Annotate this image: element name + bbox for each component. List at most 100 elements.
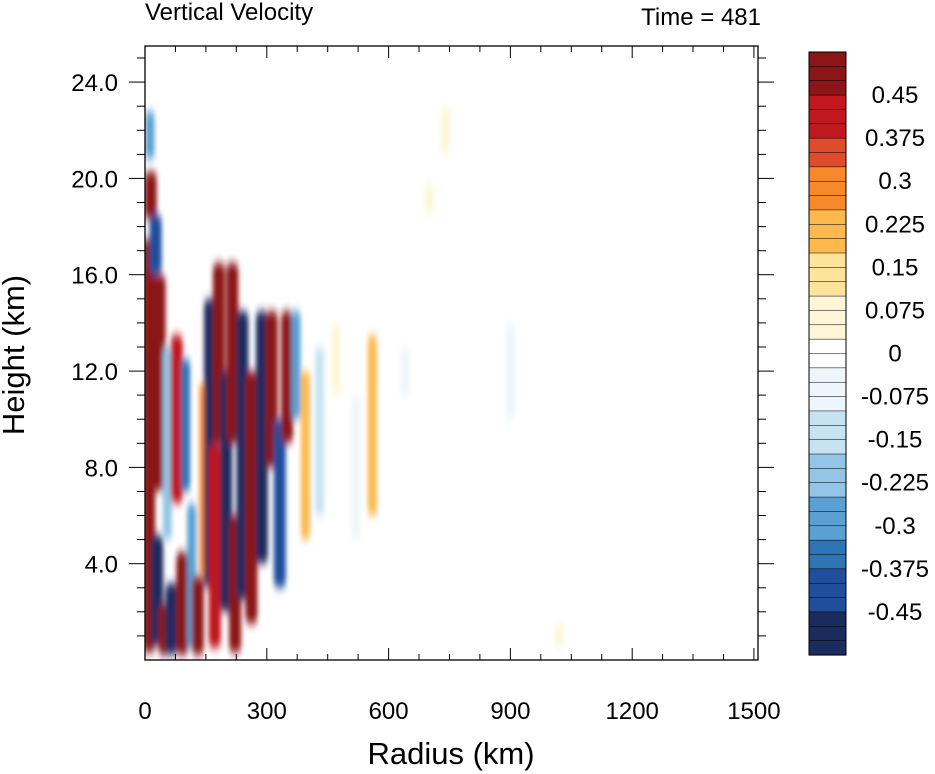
colorbar-bin <box>808 238 847 254</box>
heat-feature <box>400 347 410 396</box>
y-axis-label: Height (km) <box>0 275 31 435</box>
heat-feature <box>273 419 286 588</box>
heat-feature <box>149 214 162 275</box>
colorbar-bin <box>808 468 847 484</box>
colorbar-label: 0.3 <box>878 168 911 195</box>
y-axis-ticks <box>129 57 774 637</box>
x-tick-label: 1200 <box>606 698 659 725</box>
colorbar-bin <box>808 209 847 225</box>
colorbar-bin <box>808 554 847 570</box>
colorbar-label: -0.45 <box>868 599 923 626</box>
heat-feature <box>181 359 191 492</box>
colorbar-bin <box>808 123 847 139</box>
y-tick-label: 24.0 <box>71 70 118 97</box>
colorbar-bin <box>808 295 847 311</box>
colorbar-bin <box>808 137 847 154</box>
colorbar-label: 0 <box>888 341 901 368</box>
colorbar-bin <box>808 66 847 82</box>
colorbar-bin <box>808 381 847 398</box>
colorbar-bin <box>808 626 847 642</box>
heat-feature <box>291 310 301 420</box>
colorbar-label: -0.075 <box>861 384 929 411</box>
heat-feature <box>367 334 377 516</box>
heat-feature <box>351 395 361 540</box>
colorbar-bin <box>808 410 847 426</box>
x-tick-labels: 0 300 600 900 1200 1500 <box>138 698 780 725</box>
colorbar-bin <box>808 568 847 584</box>
colorbar-bin <box>808 597 847 613</box>
heat-feature <box>245 371 258 624</box>
colorbar-bin <box>808 195 847 211</box>
colorbar-label: 0.225 <box>865 211 925 238</box>
colorbar-bin <box>808 539 847 556</box>
colorbar-bin <box>808 425 847 441</box>
colorbar-label: -0.225 <box>861 470 929 497</box>
heat-feature <box>176 551 189 656</box>
heat-feature <box>153 274 166 492</box>
colorbar-label: -0.15 <box>868 427 923 454</box>
colorbar-bin <box>808 310 847 326</box>
heat-feature <box>331 322 341 396</box>
colorbar-bin <box>808 453 847 469</box>
colorbar-bin <box>808 166 847 182</box>
colorbar-bin <box>808 180 847 197</box>
y-tick-label: 8.0 <box>85 455 118 482</box>
heat-feature <box>191 575 204 656</box>
colorbar-bin <box>808 396 847 412</box>
x-axis-label: Radius (km) <box>367 736 534 771</box>
colorbar-label: 0.375 <box>865 125 925 152</box>
plot-frame <box>144 45 759 661</box>
colorbar-bin <box>808 324 847 340</box>
x-axis-ticks <box>144 46 755 660</box>
x-tick-label: 600 <box>369 698 409 725</box>
colorbar-label: -0.375 <box>861 556 929 583</box>
heat-feature <box>505 322 515 420</box>
colorbar-bin <box>808 338 847 355</box>
colorbar-label: 0.45 <box>872 82 919 109</box>
heat-feature <box>145 111 155 160</box>
colorbar-bin <box>808 496 847 512</box>
colorbar-label: 0.15 <box>872 254 919 281</box>
colorbar-frame <box>808 51 847 656</box>
colorbar-bin <box>808 525 847 541</box>
heat-feature <box>578 407 588 432</box>
colorbar-bin <box>808 482 847 498</box>
colorbar-bin <box>808 252 847 268</box>
colorbar-bin <box>808 267 847 283</box>
y-tick-labels: 4.0 8.0 12.0 16.0 20.0 24.0 <box>71 70 118 579</box>
colorbar-labels: 0.45 0.375 0.3 0.225 0.15 0.075 0 -0.075 -0.15 -0… <box>861 82 929 626</box>
colorbar-bin <box>808 80 847 96</box>
colorbar-bin <box>808 51 847 67</box>
heatmap-field <box>145 106 588 656</box>
x-tick-label: 0 <box>138 698 151 725</box>
heat-feature <box>145 171 157 220</box>
colorbar-bin <box>808 224 847 240</box>
colorbar-label: -0.3 <box>874 513 915 540</box>
heat-feature <box>554 623 564 648</box>
heat-feature <box>170 334 183 504</box>
heat-feature <box>440 106 450 155</box>
heat-feature <box>315 347 325 516</box>
heat-feature <box>281 310 294 444</box>
y-tick-label: 4.0 <box>85 552 118 579</box>
colorbar-bin <box>808 367 847 383</box>
colorbar-bin <box>808 511 847 527</box>
heat-feature <box>162 347 172 540</box>
heat-feature <box>424 183 434 215</box>
heat-feature <box>226 262 239 444</box>
colorbar-bin <box>808 582 847 599</box>
colorbar-bin <box>808 611 847 627</box>
y-tick-label: 16.0 <box>71 263 118 290</box>
colorbar-bin <box>808 152 847 168</box>
colorbar-bin <box>808 109 847 125</box>
colorbar-bin <box>808 640 847 656</box>
x-tick-label: 1500 <box>727 698 780 725</box>
colorbar-bin <box>808 281 847 297</box>
colorbar-bin <box>808 94 847 110</box>
heat-feature <box>208 443 221 648</box>
heat-feature <box>255 310 268 564</box>
heat-feature <box>165 582 178 656</box>
colorbar <box>808 51 847 656</box>
colorbar-bin <box>808 353 847 369</box>
